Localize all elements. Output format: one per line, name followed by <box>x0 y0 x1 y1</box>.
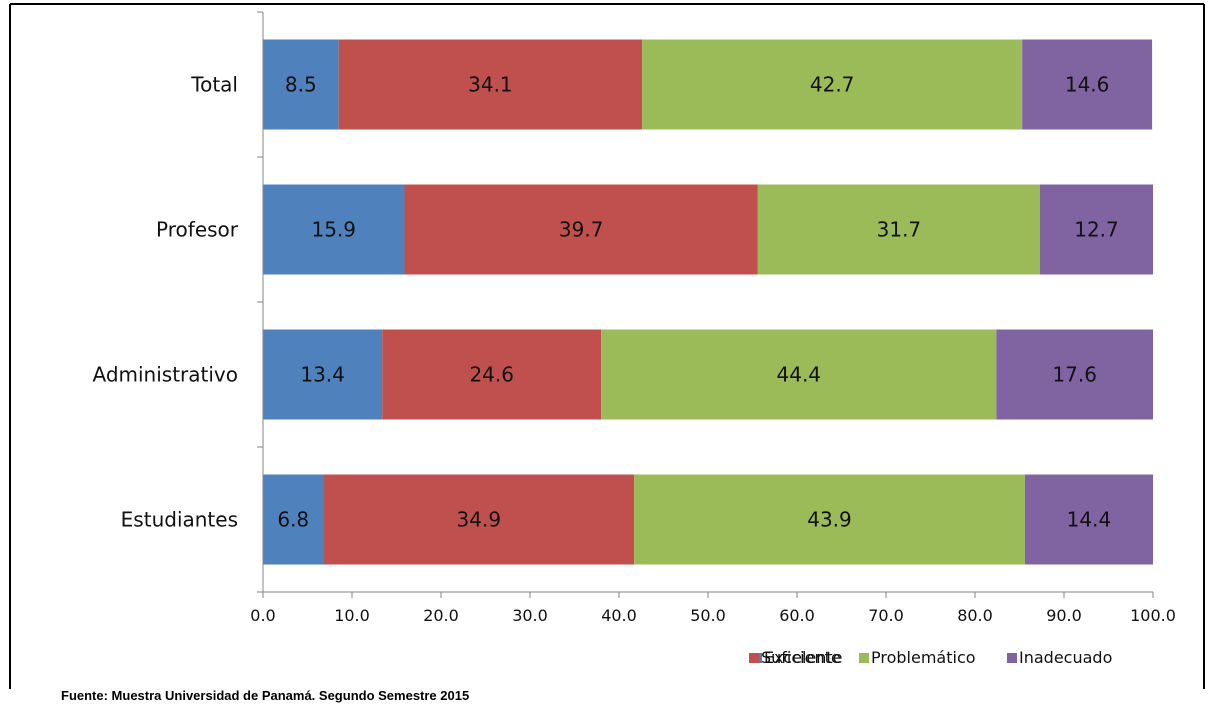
bar-administrativo-suficiente <box>382 329 602 420</box>
bar-administrativo-problematico <box>601 329 997 420</box>
bar-profesor-inadecuado <box>1039 184 1153 275</box>
data-label-profesor-inadecuado: 12.7 <box>1074 218 1119 242</box>
x-tick-labels-group: 0.0 10.0 20.0 30.0 40.0 50.0 60.0 70.0 80.0 90.0 1… <box>250 606 1176 625</box>
x-tick-label: 90.0 <box>1046 606 1082 625</box>
data-label-total-excelente: 8.5 <box>285 73 317 97</box>
legend-label-inadecuado: Inadecuado <box>1019 648 1112 667</box>
bar-estudiantes-excelente <box>263 474 324 565</box>
data-label-estudiantes-excelente: 6.8 <box>277 508 309 532</box>
source-note: Fuente: Muestra Universidad de Panamá. S… <box>61 688 470 703</box>
category-label-estudiantes: Estudiantes <box>121 508 238 532</box>
bar-administrativo-inadecuado <box>996 329 1153 420</box>
data-label-profesor-problematico: 31.7 <box>877 218 922 242</box>
data-label-total-inadecuado: 14.6 <box>1065 73 1110 97</box>
data-label-estudiantes-suficiente: 34.9 <box>457 508 502 532</box>
x-tick-label: 40.0 <box>601 606 637 625</box>
legend-swatch-problematico <box>859 653 869 663</box>
legend-label-problematico: Problemático <box>871 648 976 667</box>
x-tick-label: 60.0 <box>779 606 815 625</box>
bar-estudiantes-suficiente <box>323 474 635 565</box>
axes-group <box>257 11 1154 598</box>
category-label-total: Total <box>190 73 238 97</box>
bar-profesor-suficiente <box>404 184 758 275</box>
legend-swatch-inadecuado <box>1007 653 1017 663</box>
bar-profesor-excelente <box>263 184 405 275</box>
category-labels-group: Total Profesor Administrativo Estudiantes <box>92 73 238 532</box>
legend-label-excelente: Excelente <box>764 648 842 667</box>
bar-administrativo-excelente <box>263 329 383 420</box>
legend-label-suficiente: Suficiente <box>761 648 841 667</box>
data-label-estudiantes-problematico: 43.9 <box>807 508 852 532</box>
x-tick-label: 50.0 <box>690 606 726 625</box>
frame-lines <box>9 3 1205 689</box>
data-label-estudiantes-inadecuado: 14.4 <box>1067 508 1112 532</box>
data-label-administrativo-excelente: 13.4 <box>300 363 345 387</box>
category-label-administrativo: Administrativo <box>92 363 238 387</box>
bar-estudiantes-problematico <box>634 474 1025 565</box>
category-label-profesor: Profesor <box>156 218 239 242</box>
bar-total-suficiente <box>338 39 643 130</box>
x-tick-label: 10.0 <box>334 606 370 625</box>
bar-total-problematico <box>642 39 1023 130</box>
bar-total-excelente <box>263 39 339 130</box>
data-label-profesor-suficiente: 39.7 <box>559 218 604 242</box>
data-label-administrativo-inadecuado: 17.6 <box>1052 363 1097 387</box>
data-label-total-problematico: 42.7 <box>810 73 855 97</box>
x-tick-label: 80.0 <box>957 606 993 625</box>
bars-group: 8.5 34.1 42.7 14.6 15.9 39.7 31.7 12.7 13.4 24.6 4… <box>263 39 1153 565</box>
legend-swatch-suficiente <box>749 653 759 663</box>
bar-profesor-problematico <box>757 184 1040 275</box>
x-tick-label: 100.0 <box>1130 606 1176 625</box>
bar-total-inadecuado <box>1022 39 1153 130</box>
x-tick-label: 0.0 <box>250 606 275 625</box>
data-label-administrativo-problematico: 44.4 <box>777 363 822 387</box>
data-label-administrativo-suficiente: 24.6 <box>469 363 514 387</box>
data-label-profesor-excelente: 15.9 <box>311 218 356 242</box>
x-tick-label: 70.0 <box>868 606 904 625</box>
data-label-total-suficiente: 34.1 <box>468 73 513 97</box>
bar-estudiantes-inadecuado <box>1024 474 1153 565</box>
x-tick-label: 30.0 <box>512 606 548 625</box>
x-tick-label: 20.0 <box>423 606 459 625</box>
